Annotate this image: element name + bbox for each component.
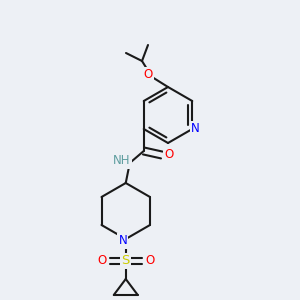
Text: N: N xyxy=(118,235,127,248)
Text: S: S xyxy=(122,254,130,268)
Text: NH: NH xyxy=(113,154,130,167)
Text: O: O xyxy=(97,254,106,268)
Text: O: O xyxy=(143,68,153,82)
Text: N: N xyxy=(191,122,200,136)
Text: O: O xyxy=(164,148,173,161)
Text: O: O xyxy=(145,254,154,268)
